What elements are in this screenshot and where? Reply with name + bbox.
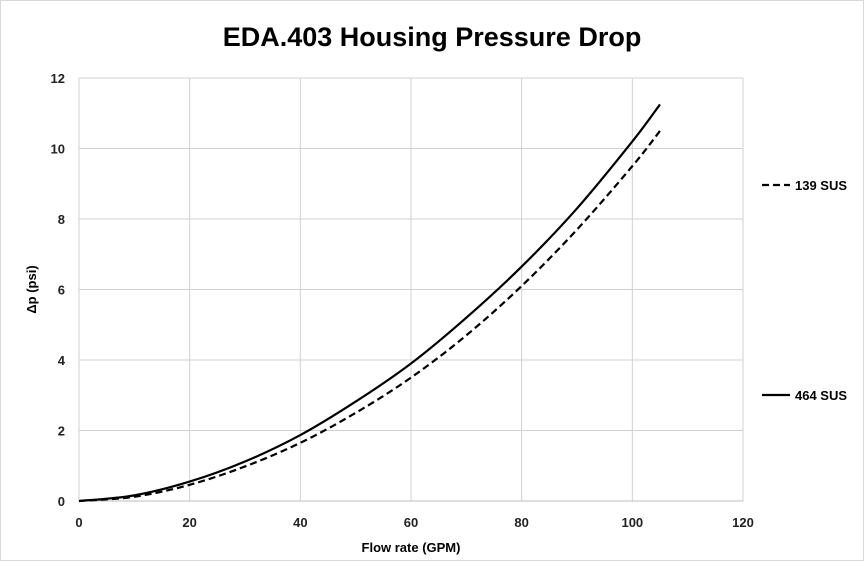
legend-label: 139 SUS: [795, 178, 847, 193]
y-axis-label: Δp (psi): [24, 265, 39, 313]
x-tick-label: 40: [293, 515, 307, 530]
series-line: [78, 130, 661, 503]
x-tick-label: 20: [182, 515, 196, 530]
series-line: [78, 103, 661, 503]
x-axis-label: Flow rate (GPM): [362, 540, 461, 555]
y-tick-label: 12: [51, 71, 65, 86]
x-tick-label: 120: [732, 515, 754, 530]
y-tick-label: 4: [58, 353, 66, 368]
series-lines: [78, 103, 661, 503]
y-tick-label: 0: [58, 494, 65, 509]
legend-label: 464 SUS: [795, 388, 847, 403]
legend: 139 SUS 464 SUS: [762, 178, 847, 403]
x-tick-label: 0: [75, 515, 82, 530]
y-tick-label: 2: [58, 424, 65, 439]
y-tick-label: 10: [51, 142, 65, 157]
y-tick-label: 6: [58, 283, 65, 298]
y-tick-label: 8: [58, 212, 65, 227]
chart-title: EDA.403 Housing Pressure Drop: [222, 22, 642, 52]
grid: [78, 77, 744, 502]
x-tick-label: 60: [404, 515, 418, 530]
x-tick-label: 100: [621, 515, 643, 530]
x-tick-label: 80: [514, 515, 528, 530]
